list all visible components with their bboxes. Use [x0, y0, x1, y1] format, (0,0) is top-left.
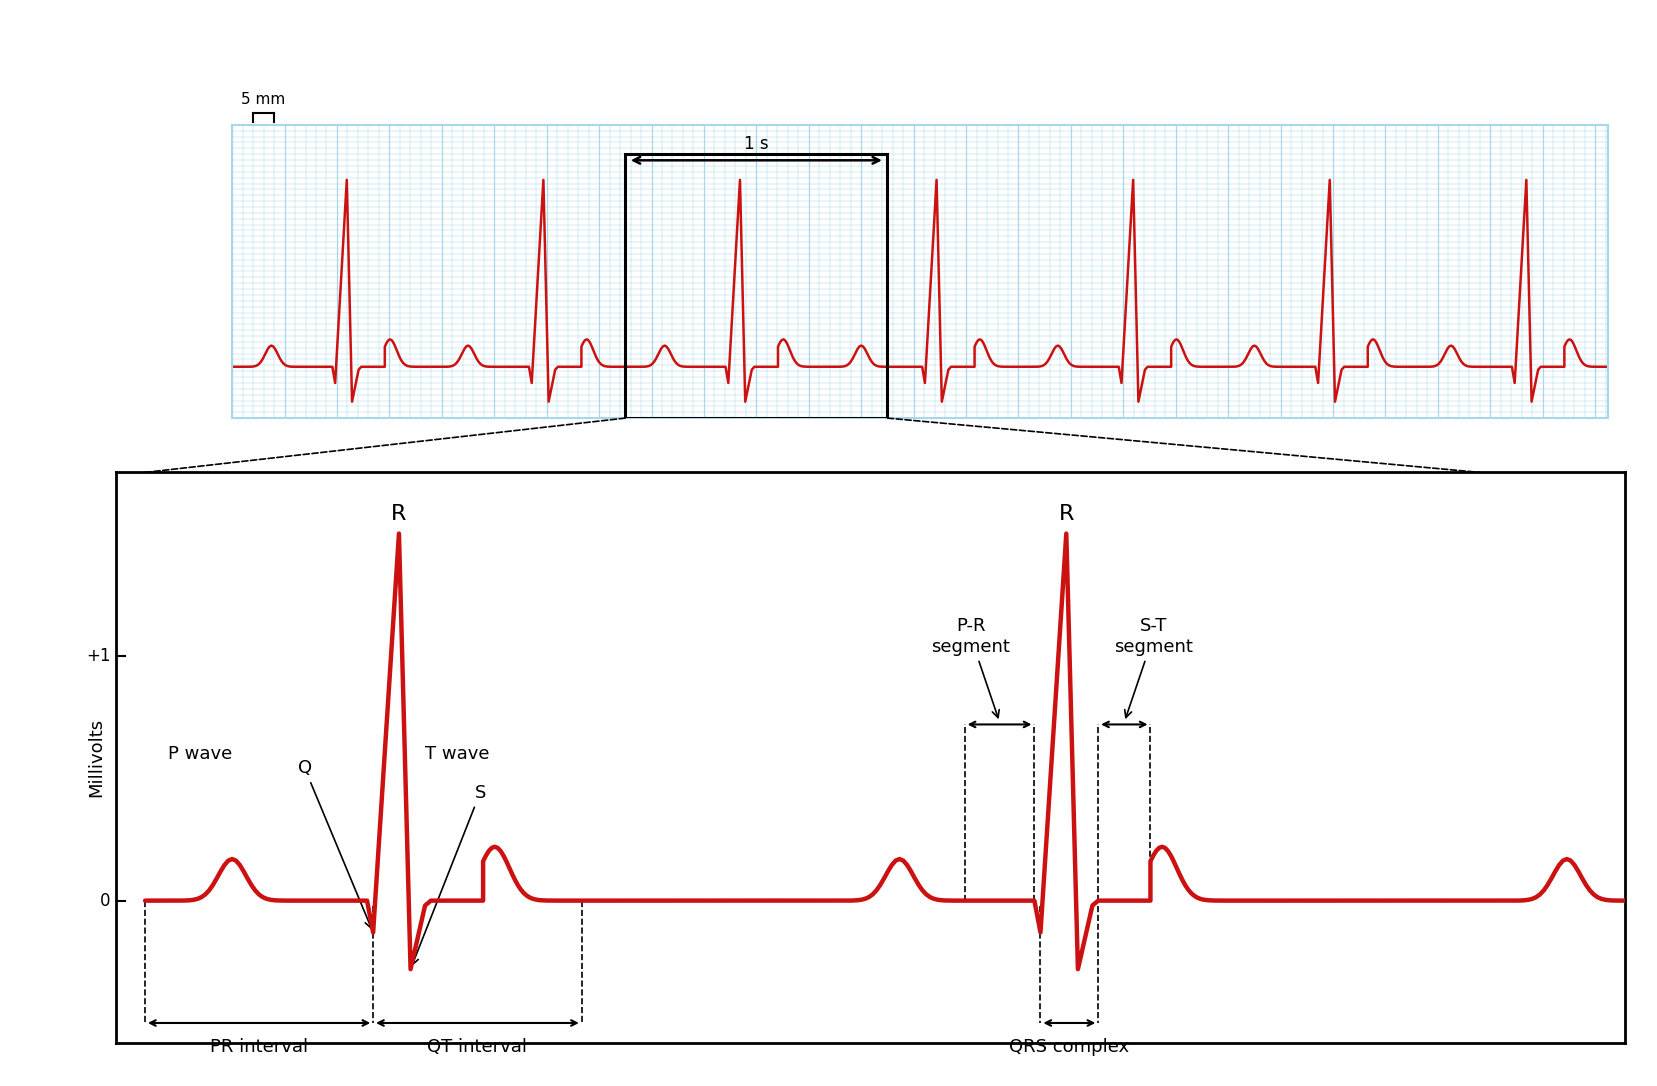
Text: QRS complex: QRS complex [1009, 1037, 1128, 1056]
Text: P-R
segment: P-R segment [931, 617, 1009, 718]
Y-axis label: Millivolts: Millivolts [86, 718, 104, 797]
Text: QT interval: QT interval [428, 1037, 527, 1056]
Bar [625, 154, 886, 418]
Text: R: R [1057, 504, 1074, 523]
Text: T wave: T wave [424, 745, 489, 762]
Text: 5 mm: 5 mm [242, 92, 285, 108]
Text: PR interval: PR interval [210, 1037, 308, 1056]
Text: Q: Q [298, 759, 371, 929]
Text: P wave: P wave [169, 745, 232, 762]
Text: 1 s: 1 s [744, 135, 769, 153]
Text: S: S [411, 784, 486, 964]
Text: +1: +1 [86, 647, 109, 665]
Text: 0: 0 [99, 892, 109, 910]
Text: R: R [391, 504, 406, 523]
Text: S-T
segment: S-T segment [1114, 617, 1191, 718]
